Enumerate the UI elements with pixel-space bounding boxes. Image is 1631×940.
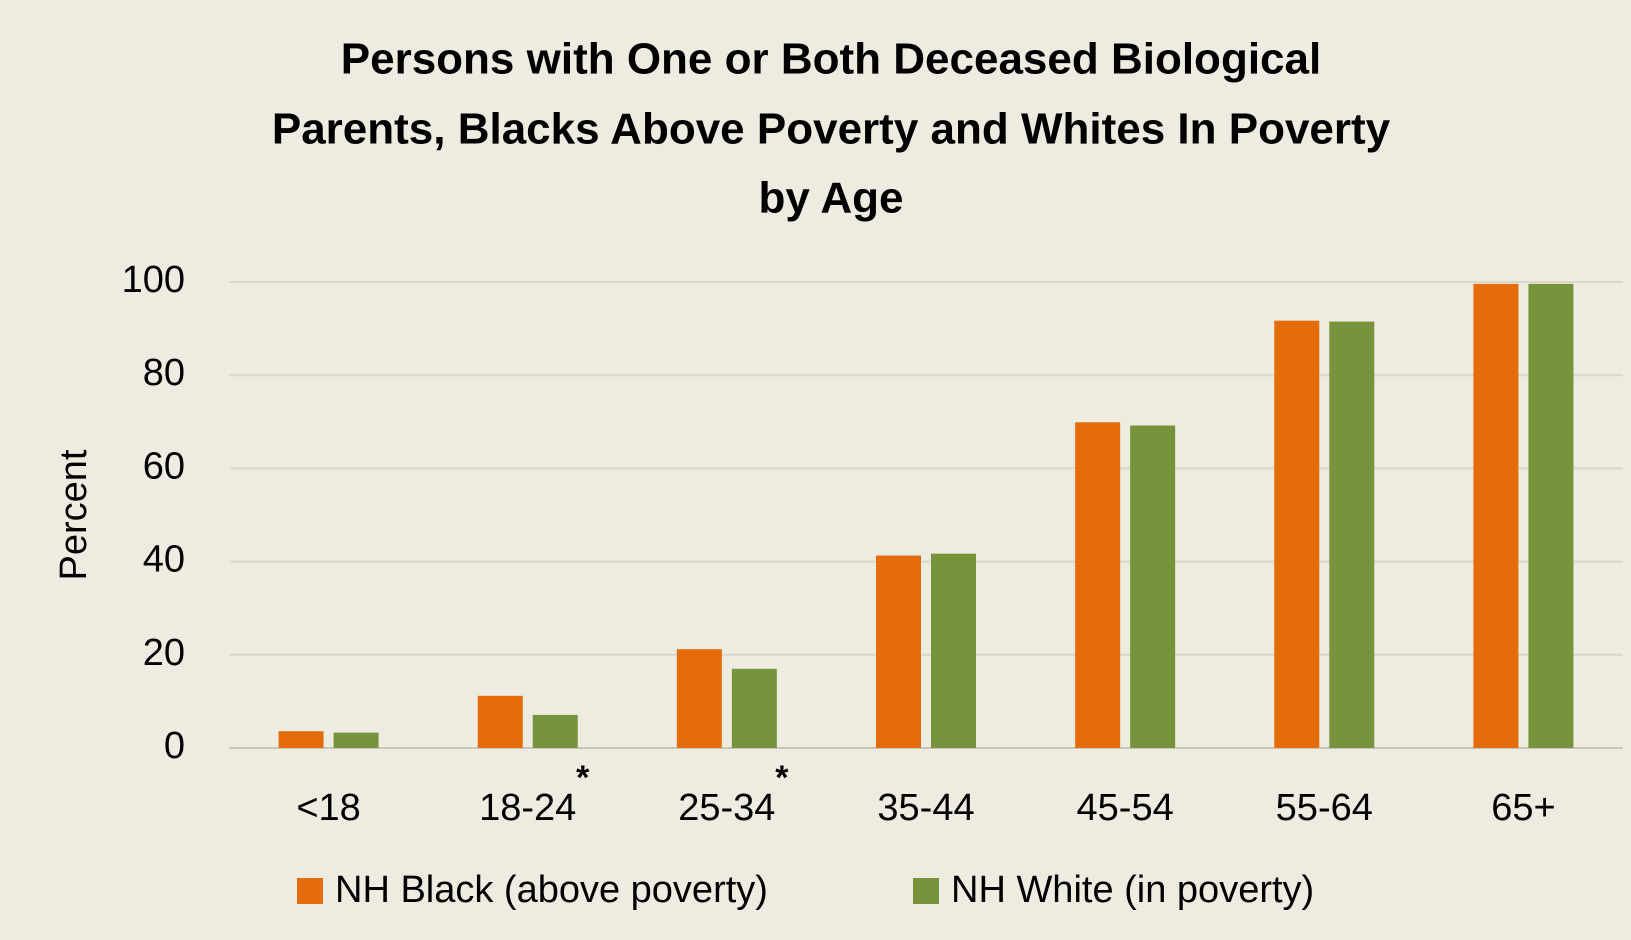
chart-title: Parents, Blacks Above Poverty and Whites… (272, 105, 1391, 154)
bar (1130, 425, 1176, 748)
y-tick-label: 60 (143, 445, 185, 487)
bar (1329, 321, 1375, 748)
annotation: * (576, 759, 590, 797)
x-tick-label: <18 (296, 787, 360, 829)
chart-title: Persons with One or Both Deceased Biolog… (341, 35, 1321, 84)
x-tick-label: 45-54 (1077, 787, 1174, 829)
x-tick-label: 65+ (1491, 787, 1555, 829)
bar (278, 731, 324, 748)
bar (931, 553, 976, 748)
legend-swatch (913, 878, 939, 904)
bar (1473, 283, 1519, 748)
bar (676, 649, 722, 748)
legend-label: NH White (in poverty) (951, 869, 1314, 911)
bar (1528, 283, 1574, 748)
bar (1274, 320, 1320, 748)
bar (876, 555, 921, 748)
y-tick-label: 0 (164, 725, 185, 767)
y-tick-label: 40 (143, 539, 185, 581)
y-tick-label: 20 (143, 632, 185, 674)
x-tick-label: 25-34 (678, 787, 775, 829)
x-tick-label: 35-44 (877, 787, 974, 829)
bar (1075, 422, 1121, 748)
annotation: * (775, 759, 789, 797)
bar (333, 732, 379, 748)
bar (532, 714, 578, 748)
legend-label: NH Black (above poverty) (335, 869, 768, 911)
y-tick-label: 80 (143, 352, 185, 394)
bar (477, 695, 523, 748)
legend-swatch (297, 878, 323, 904)
y-tick-label: 100 (122, 259, 185, 301)
y-axis-label: Percent (53, 449, 95, 580)
bar (731, 668, 777, 748)
chart-title: by Age (758, 174, 903, 223)
x-tick-label: 18-24 (479, 787, 576, 829)
x-tick-label: 55-64 (1276, 787, 1373, 829)
